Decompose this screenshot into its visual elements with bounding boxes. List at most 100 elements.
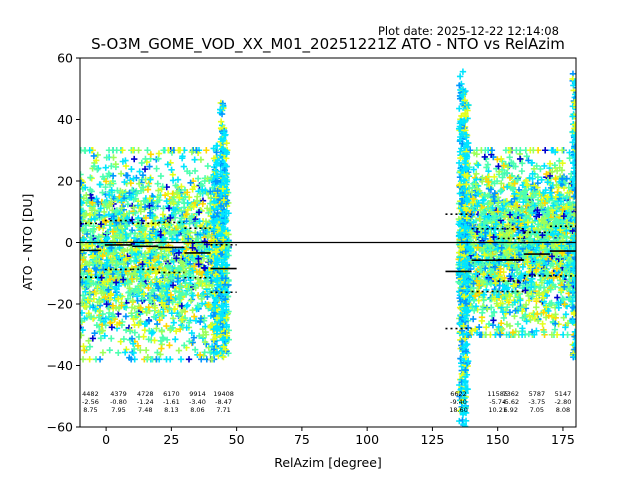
- scatter-point: [147, 151, 155, 158]
- scatter-point: [95, 165, 102, 172]
- scatter-point: [199, 200, 206, 208]
- scatter-point: [183, 167, 191, 175]
- scatter-point: [154, 180, 161, 187]
- scatter-point: [514, 320, 522, 328]
- scatter-point: [128, 227, 136, 234]
- scatter-point: [139, 184, 147, 191]
- scatter-points: [80, 68, 576, 427]
- scatter-point: [103, 300, 110, 308]
- scatter-point: [170, 319, 178, 326]
- scatter-point: [163, 322, 170, 330]
- scatter-point: [96, 181, 103, 188]
- scatter-point: [81, 147, 88, 154]
- plot-date: Plot date: 2025-12-22 12:14:08: [378, 24, 559, 38]
- scatter-point: [146, 163, 153, 170]
- scatter-point: [106, 347, 113, 354]
- scatter-point: [86, 343, 94, 350]
- scatter-point: [160, 147, 167, 154]
- scatter-point: [202, 323, 209, 330]
- scatter-point: [80, 332, 85, 339]
- scatter-point: [184, 206, 191, 214]
- scatter-point: [86, 259, 93, 266]
- scatter-point: [192, 215, 199, 223]
- scatter-point: [80, 292, 87, 299]
- scatter-point: [144, 147, 151, 154]
- scatter-point: [200, 255, 208, 262]
- scatter-point: [89, 335, 97, 342]
- scatter-point: [159, 211, 167, 218]
- scatter-point: [156, 316, 163, 324]
- scatter-point: [122, 313, 130, 320]
- scatter-point: [181, 200, 188, 207]
- scatter-point: [87, 174, 94, 181]
- scatter-point: [172, 328, 180, 335]
- scatter-point: [160, 205, 167, 212]
- scatter-point: [94, 151, 101, 159]
- scatter-point: [99, 231, 106, 239]
- scatter-point: [177, 356, 185, 363]
- scatter-point: [99, 173, 107, 180]
- scatter-point: [151, 337, 158, 344]
- scatter-point: [482, 331, 490, 338]
- scatter-point: [163, 356, 170, 363]
- scatter-point: [131, 155, 138, 163]
- scatter-point: [156, 310, 164, 317]
- scatter-point: [158, 345, 165, 352]
- scatter-point: [80, 343, 87, 350]
- scatter-point: [97, 335, 105, 342]
- scatter-point: [542, 147, 549, 154]
- scatter-point: [94, 166, 101, 173]
- scatter-point: [190, 334, 198, 341]
- scatter-point: [511, 312, 518, 320]
- scatter-point: [147, 176, 154, 183]
- scatter-point: [101, 332, 108, 340]
- scatter-point: [191, 346, 199, 353]
- scatter-point: [130, 175, 137, 182]
- scatter-point: [166, 342, 173, 349]
- scatter-point: [564, 331, 571, 338]
- scatter-point: [109, 302, 117, 309]
- scatter-point: [115, 349, 122, 356]
- scatter-point: [106, 171, 113, 179]
- scatter-point: [456, 417, 463, 425]
- chart-title: S-O3M_GOME_VOD_XX_M01_20251221Z ATO - NT…: [91, 35, 565, 54]
- scatter-point: [135, 147, 142, 154]
- scatter-point: [180, 163, 188, 170]
- scatter-point: [92, 290, 100, 297]
- scatter-point: [110, 273, 118, 281]
- scatter-point: [169, 171, 176, 178]
- scatter-point: [102, 164, 109, 171]
- scatter-point: [192, 317, 200, 324]
- scatter-point: [205, 344, 212, 351]
- scatter-point: [496, 331, 504, 338]
- scatter-point: [189, 339, 196, 346]
- scatter-point: [191, 313, 198, 320]
- scatter-point: [124, 201, 132, 208]
- scatter-point: [217, 118, 225, 125]
- scatter-point: [113, 147, 120, 154]
- scatter-point: [149, 193, 157, 201]
- scatter-point: [131, 329, 139, 336]
- scatter-point: [108, 335, 115, 342]
- scatter-point: [101, 262, 109, 270]
- scatter-point: [81, 347, 88, 354]
- scatter-point: [200, 352, 207, 359]
- scatter-point: [120, 335, 128, 343]
- scatter-point: [109, 172, 117, 180]
- scatter-point: [203, 147, 210, 154]
- scatter-point: [204, 162, 212, 170]
- scatter-point: [150, 313, 158, 320]
- scatter-point: [128, 216, 136, 223]
- scatter-point: [185, 319, 193, 326]
- scatter-point: [490, 317, 497, 324]
- scatter-point: [138, 217, 145, 225]
- scatter-point: [151, 302, 158, 309]
- scatter-point: [478, 317, 486, 325]
- scatter-point: [82, 288, 89, 295]
- scatter-point: [155, 150, 163, 157]
- scatter-point: [513, 147, 520, 154]
- scatter-point: [87, 186, 94, 194]
- scatter-point: [533, 304, 540, 311]
- scatter-point: [163, 197, 170, 205]
